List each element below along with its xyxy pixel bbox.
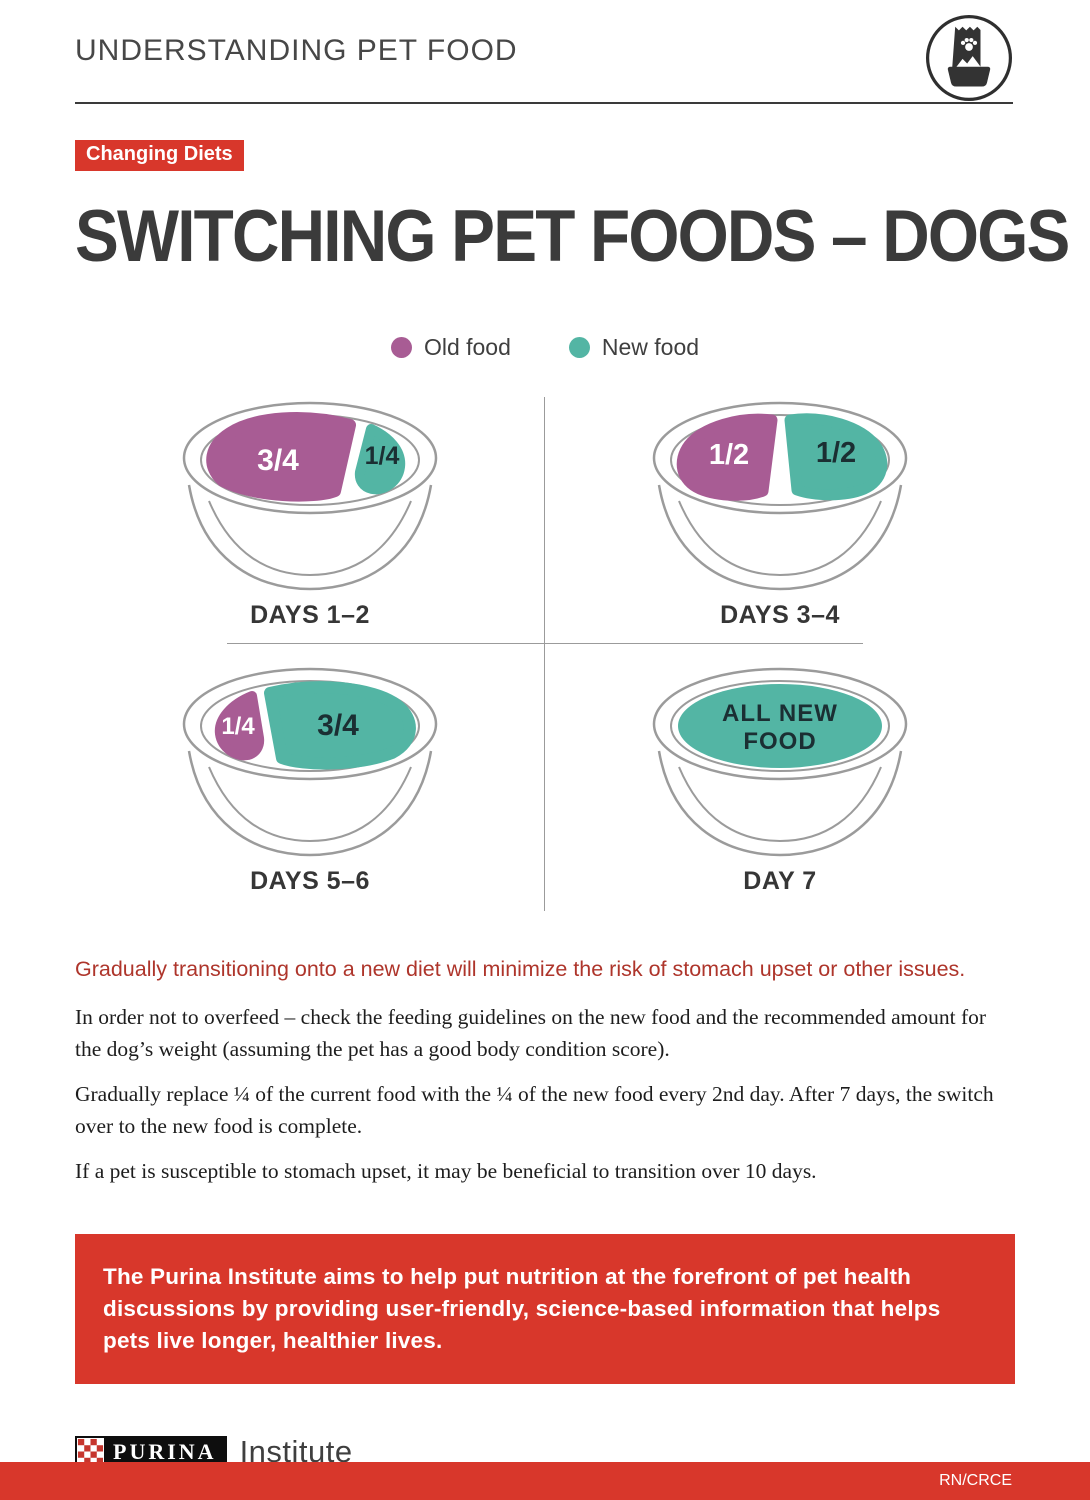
- bowl-illustration-day-7: ALL NEW FOOD: [652, 667, 908, 857]
- bowl-caption: DAYS 3–4: [720, 601, 840, 629]
- main-title: SWITCHING PET FOODS – DOGS: [75, 196, 1070, 277]
- bowl-illustration-days-3-4: 1/2 1/2: [652, 401, 908, 591]
- footer-code: RN/CRCE: [939, 1472, 1012, 1489]
- bowl-days-1-2: 3/4 1/4 DAYS 1–2: [75, 397, 545, 643]
- purina-brand-text: PURINA: [113, 1438, 217, 1464]
- horizontal-divider: [227, 643, 863, 644]
- old-food-label: Old food: [423, 334, 511, 360]
- old-food-swatch: [390, 337, 412, 358]
- vertical-divider: [544, 397, 545, 911]
- body-paragraph-2: Gradually replace ¼ of the current food …: [75, 1082, 994, 1138]
- body-paragraph-3: If a pet is susceptible to stomach upset…: [75, 1159, 817, 1184]
- all-new-food-label-line2: FOOD: [743, 728, 816, 755]
- new-food-label: New food: [601, 334, 700, 360]
- page-title: UNDERSTANDING PET FOOD: [75, 34, 518, 67]
- legend: Old food New food: [0, 334, 1090, 361]
- body-paragraph-1: In order not to overfeed – check the fee…: [75, 1005, 987, 1061]
- legend-item-old-food: Old food: [390, 334, 511, 361]
- new-fraction-label: 3/4: [317, 709, 359, 742]
- old-fraction-label: 1/4: [221, 713, 255, 740]
- legend-item-new-food: New food: [568, 334, 700, 361]
- old-fraction-label: 3/4: [257, 444, 299, 477]
- purina-checkerboard-icon: [77, 1438, 104, 1466]
- bowl-caption: DAYS 5–6: [250, 867, 370, 895]
- bowl-illustration-days-5-6: 1/4 3/4: [182, 667, 438, 857]
- header-divider: [75, 102, 1013, 104]
- changing-diets-badge: Changing Diets: [75, 140, 244, 171]
- new-fraction-label: 1/4: [365, 442, 400, 470]
- bowl-days-5-6: 1/4 3/4 DAYS 5–6: [75, 643, 545, 911]
- pet-food-icon: [923, 12, 1015, 104]
- old-fraction-label: 1/2: [709, 439, 749, 471]
- bowl-days-3-4: 1/2 1/2 DAYS 3–4: [545, 397, 1015, 643]
- new-food-swatch: [568, 337, 590, 358]
- bowl-caption: DAY 7: [743, 867, 817, 895]
- footer-bar: RN/CRCE: [0, 1462, 1090, 1500]
- bowl-illustration-days-1-2: 3/4 1/4: [182, 401, 438, 591]
- highlight-sentence: Gradually transitioning onto a new diet …: [75, 957, 966, 981]
- bowl-caption: DAYS 1–2: [250, 601, 370, 629]
- new-fraction-label: 1/2: [816, 437, 856, 469]
- bowls-grid: 3/4 1/4 DAYS 1–2 1/2 1/2 DAYS 3–4: [75, 397, 1015, 911]
- bowl-day-7: ALL NEW FOOD DAY 7: [545, 643, 1015, 911]
- all-new-food-label-line1: ALL NEW: [722, 700, 838, 727]
- header: UNDERSTANDING PET FOOD: [75, 12, 1015, 102]
- purina-institute-banner: The Purina Institute aims to help put nu…: [75, 1233, 1015, 1384]
